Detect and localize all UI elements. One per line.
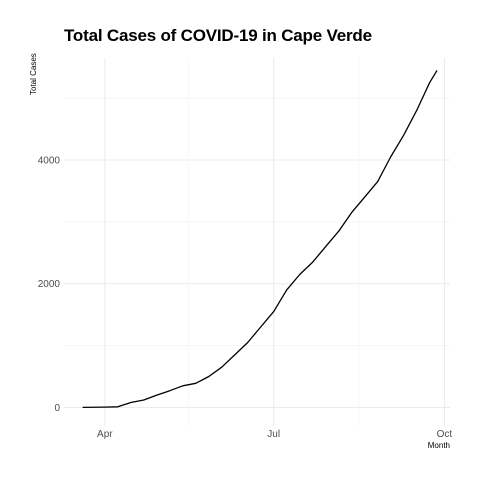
grid-minor (64, 58, 450, 426)
x-tick-labels: Apr Jul Oct (97, 429, 452, 440)
chart-title: Total Cases of COVID-19 in Cape Verde (64, 26, 372, 45)
x-axis-title: Month (428, 441, 450, 450)
y-tick-labels: 0 2000 4000 (38, 156, 61, 414)
x-tick-label: Apr (97, 429, 113, 440)
x-tick-label: Jul (267, 429, 280, 440)
grid-major (64, 58, 450, 426)
x-tick-label: Oct (437, 429, 453, 440)
y-axis-title: Total Cases (29, 53, 38, 95)
cases-line (82, 70, 438, 409)
y-tick-label: 2000 (38, 279, 61, 290)
y-tick-label: 4000 (38, 156, 61, 167)
y-tick-label: 0 (54, 403, 60, 414)
